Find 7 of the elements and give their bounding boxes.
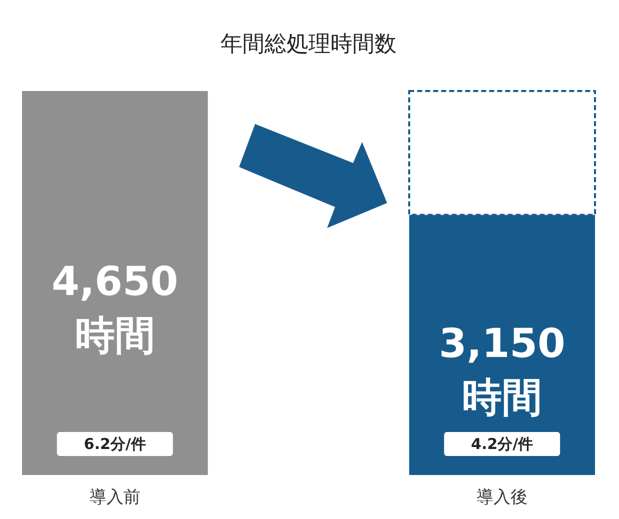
annotation: 6.2分/件	[84, 435, 146, 453]
data-label: 3,150 時間	[438, 320, 566, 421]
x-tick-label: 導入後	[476, 488, 528, 508]
data-label: 4,650 時間	[52, 259, 178, 359]
chart-title: 年間総処理時間数	[220, 32, 396, 57]
annotation: 4.2分/件	[471, 435, 534, 453]
x-tick-label: 導入前	[89, 488, 140, 508]
